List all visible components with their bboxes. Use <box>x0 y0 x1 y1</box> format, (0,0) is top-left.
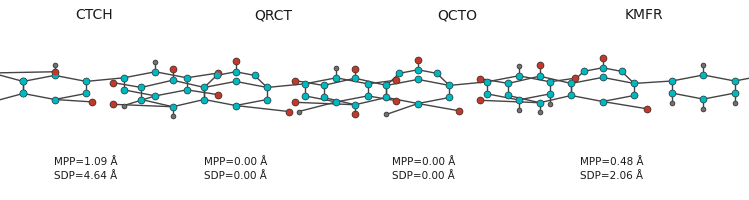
Text: MPP=0.00 Å
SDP=0.00 Å: MPP=0.00 Å SDP=0.00 Å <box>204 156 267 180</box>
Text: MPP=0.00 Å
SDP=0.00 Å: MPP=0.00 Å SDP=0.00 Å <box>392 156 455 180</box>
Text: CTCH: CTCH <box>75 8 112 22</box>
Text: QRCT: QRCT <box>255 8 292 22</box>
Text: MPP=0.48 Å
SDP=2.06 Å: MPP=0.48 Å SDP=2.06 Å <box>580 156 644 180</box>
Text: MPP=1.09 Å
SDP=4.64 Å: MPP=1.09 Å SDP=4.64 Å <box>54 156 118 180</box>
Text: QCTO: QCTO <box>437 8 477 22</box>
Text: KMFR: KMFR <box>625 8 664 22</box>
